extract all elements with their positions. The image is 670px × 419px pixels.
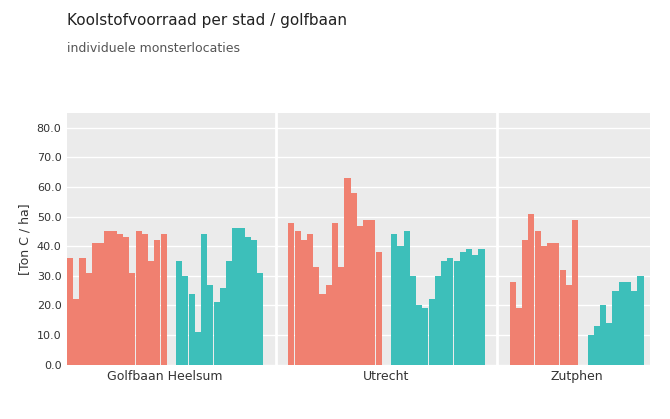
Bar: [161, 234, 167, 365]
Bar: [376, 252, 382, 365]
Bar: [572, 220, 578, 365]
Bar: [466, 249, 472, 365]
Y-axis label: [Ton C / ha]: [Ton C / ha]: [18, 203, 31, 274]
Text: Koolstofvoorraad per stad / golfbaan: Koolstofvoorraad per stad / golfbaan: [67, 13, 347, 28]
Bar: [416, 305, 422, 365]
Bar: [214, 303, 220, 365]
Bar: [391, 234, 397, 365]
Bar: [142, 234, 148, 365]
Bar: [86, 273, 92, 365]
Bar: [535, 231, 541, 365]
Bar: [435, 276, 441, 365]
Bar: [441, 261, 447, 365]
Bar: [295, 231, 301, 365]
Bar: [188, 294, 195, 365]
Bar: [594, 326, 600, 365]
Bar: [344, 178, 350, 365]
Bar: [123, 237, 129, 365]
Bar: [553, 243, 559, 365]
Bar: [631, 291, 637, 365]
Bar: [251, 241, 257, 365]
Bar: [478, 249, 484, 365]
Bar: [67, 258, 73, 365]
Bar: [220, 287, 226, 365]
Bar: [369, 220, 375, 365]
Bar: [422, 308, 428, 365]
Bar: [135, 231, 141, 365]
Bar: [612, 291, 618, 365]
Bar: [176, 261, 182, 365]
Bar: [105, 231, 111, 365]
Bar: [403, 231, 410, 365]
Bar: [510, 282, 516, 365]
Bar: [357, 225, 363, 365]
Bar: [232, 228, 239, 365]
Bar: [195, 332, 201, 365]
Bar: [207, 285, 213, 365]
Bar: [245, 237, 251, 365]
Bar: [588, 335, 594, 365]
Bar: [239, 228, 245, 365]
Bar: [565, 285, 572, 365]
Bar: [129, 273, 135, 365]
Bar: [454, 261, 460, 365]
Bar: [332, 222, 338, 365]
Bar: [618, 282, 625, 365]
Bar: [559, 270, 565, 365]
Bar: [307, 234, 313, 365]
Bar: [92, 243, 98, 365]
Bar: [326, 285, 332, 365]
Bar: [111, 231, 117, 365]
Bar: [338, 267, 344, 365]
Bar: [154, 241, 160, 365]
Bar: [350, 193, 356, 365]
Bar: [448, 258, 454, 365]
Text: individuele monsterlocaties: individuele monsterlocaties: [67, 42, 240, 55]
Bar: [637, 276, 644, 365]
Bar: [98, 243, 105, 365]
Bar: [522, 241, 528, 365]
Bar: [606, 323, 612, 365]
Bar: [516, 308, 522, 365]
Bar: [320, 294, 326, 365]
Bar: [201, 234, 207, 365]
Bar: [541, 246, 547, 365]
Bar: [148, 261, 154, 365]
Bar: [226, 261, 232, 365]
Bar: [182, 276, 188, 365]
Bar: [529, 214, 535, 365]
Bar: [460, 252, 466, 365]
Bar: [429, 300, 435, 365]
Bar: [80, 258, 86, 365]
Bar: [288, 222, 294, 365]
Bar: [397, 246, 403, 365]
Bar: [472, 255, 478, 365]
Bar: [625, 282, 631, 365]
Bar: [547, 243, 553, 365]
Bar: [117, 234, 123, 365]
Bar: [301, 241, 307, 365]
Bar: [314, 267, 320, 365]
Bar: [410, 276, 416, 365]
Bar: [73, 300, 79, 365]
Bar: [363, 220, 369, 365]
Bar: [257, 273, 263, 365]
Bar: [600, 305, 606, 365]
